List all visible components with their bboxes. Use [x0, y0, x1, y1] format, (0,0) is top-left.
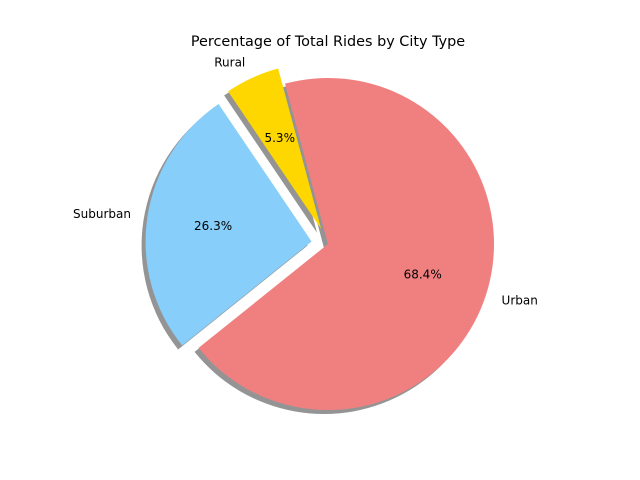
slice-pct-label-suburban: 26.3% — [194, 219, 232, 233]
slice-label-urban: Urban — [502, 293, 538, 307]
slice-pct-label-rural: 5.3% — [264, 131, 295, 145]
slices — [145, 68, 494, 410]
labels: Rural 5.3% Suburban 26.3% Urban 68.4% — [73, 55, 538, 307]
slice-rural — [228, 68, 322, 229]
slice-label-suburban: Suburban — [73, 207, 131, 221]
slice-pct-label-urban: 68.4% — [404, 267, 442, 281]
slice-suburban — [145, 104, 312, 346]
chart-title: Percentage of Total Rides by City Type — [190, 34, 466, 50]
slice-urban — [198, 77, 494, 410]
slice-label-rural: Rural — [214, 55, 245, 69]
